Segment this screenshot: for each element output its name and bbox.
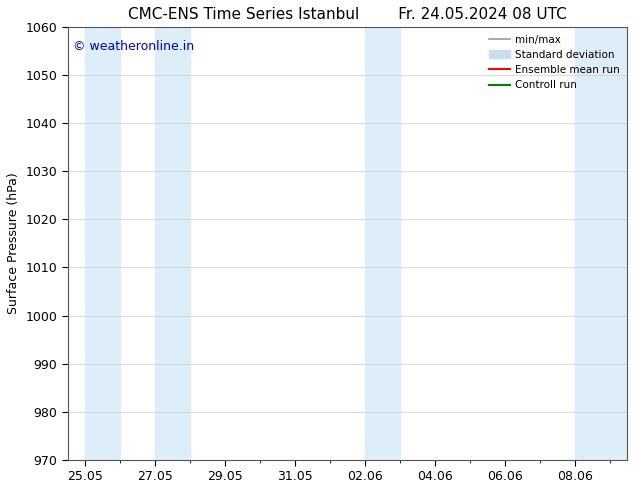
Legend: min/max, Standard deviation, Ensemble mean run, Controll run: min/max, Standard deviation, Ensemble me… [485, 30, 624, 95]
Title: CMC-ENS Time Series Istanbul        Fr. 24.05.2024 08 UTC: CMC-ENS Time Series Istanbul Fr. 24.05.2… [128, 7, 567, 22]
Bar [155, 27, 190, 460]
Text: © weatheronline.in: © weatheronline.in [74, 40, 195, 53]
Y-axis label: Surface Pressure (hPa): Surface Pressure (hPa) [7, 172, 20, 314]
Bar [574, 27, 634, 460]
Bar [85, 27, 120, 460]
Bar [365, 27, 400, 460]
